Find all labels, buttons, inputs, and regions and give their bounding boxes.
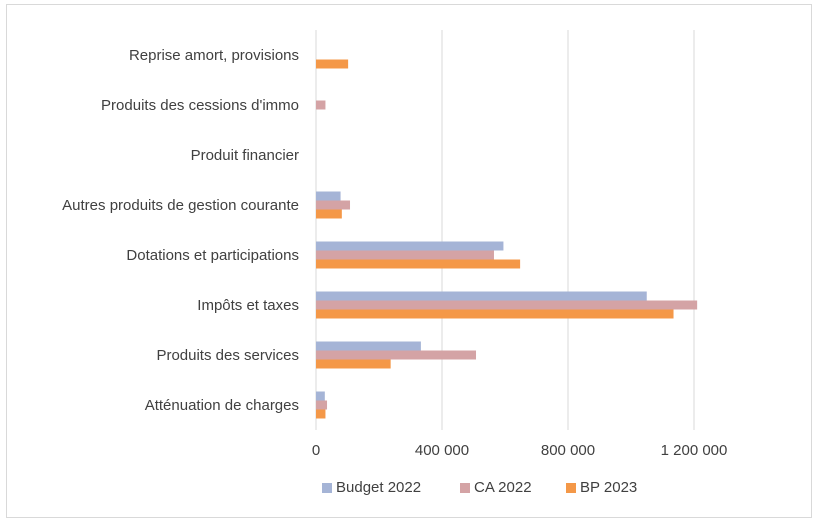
bar-bp-2023-reprise-amort-provisions (316, 59, 349, 69)
x-tick-label-3: 1 200 000 (661, 442, 728, 459)
bar-bp-2023-attenuation-de-charges (316, 409, 326, 419)
grid-lines (315, 30, 695, 430)
bar-bp-2023-autres-produits-de-gestion-courante (316, 209, 342, 219)
legend-swatch-ca-2022 (460, 483, 470, 493)
category-label-reprise-amort-provisions: Reprise amort, provisions (129, 47, 299, 64)
legend-label-ca-2022: CA 2022 (474, 479, 532, 496)
bar-ca-2022-impots-et-taxes (316, 300, 698, 310)
category-label-produits-des-services: Produits des services (156, 347, 299, 364)
bar-budget-2022-autres-produits-de-gestion-courante (316, 191, 341, 201)
bar-ca-2022-autres-produits-de-gestion-courante (316, 200, 351, 210)
bar-ca-2022-produits-des-services (316, 350, 477, 360)
x-tick-label-1: 400 000 (415, 442, 469, 459)
legend-label-budget-2022: Budget 2022 (336, 479, 421, 496)
bar-bp-2023-impots-et-taxes (316, 309, 674, 319)
bars (316, 59, 698, 419)
bar-budget-2022-attenuation-de-charges (316, 391, 325, 401)
bar-ca-2022-attenuation-de-charges (316, 400, 328, 410)
bar-ca-2022-dotations-et-participations (316, 250, 494, 260)
x-tick-labels: 0 400 000 800 000 1 200 000 (312, 442, 728, 459)
legend-label-bp-2023: BP 2023 (580, 479, 637, 496)
bar-budget-2022-impots-et-taxes (316, 291, 647, 301)
legend-swatch-bp-2023 (566, 483, 576, 493)
bar-budget-2022-dotations-et-participations (316, 241, 504, 251)
bar-bp-2023-dotations-et-participations (316, 259, 521, 269)
category-label-produits-des-cessions-d-immo: Produits des cessions d'immo (101, 97, 299, 114)
x-tick-label-2: 800 000 (541, 442, 595, 459)
legend: Budget 2022 CA 2022 BP 2023 (322, 479, 637, 496)
bar-bp-2023-produits-des-services (316, 359, 391, 369)
bar-ca-2022-produits-des-cessions-d-immo (316, 100, 326, 110)
category-label-produit-financier: Produit financier (191, 147, 299, 164)
category-labels: Reprise amort, provisions Produits des ce… (62, 47, 299, 414)
legend-swatch-budget-2022 (322, 483, 332, 493)
category-label-attenuation-de-charges: Atténuation de charges (145, 397, 299, 414)
bar-budget-2022-produits-des-services (316, 341, 421, 351)
x-tick-label-0: 0 (312, 442, 320, 459)
category-label-autres-produits-de-gestion-courante: Autres produits de gestion courante (62, 197, 299, 214)
category-label-impots-et-taxes: Impôts et taxes (197, 297, 299, 314)
category-label-dotations-et-participations: Dotations et participations (126, 247, 299, 264)
